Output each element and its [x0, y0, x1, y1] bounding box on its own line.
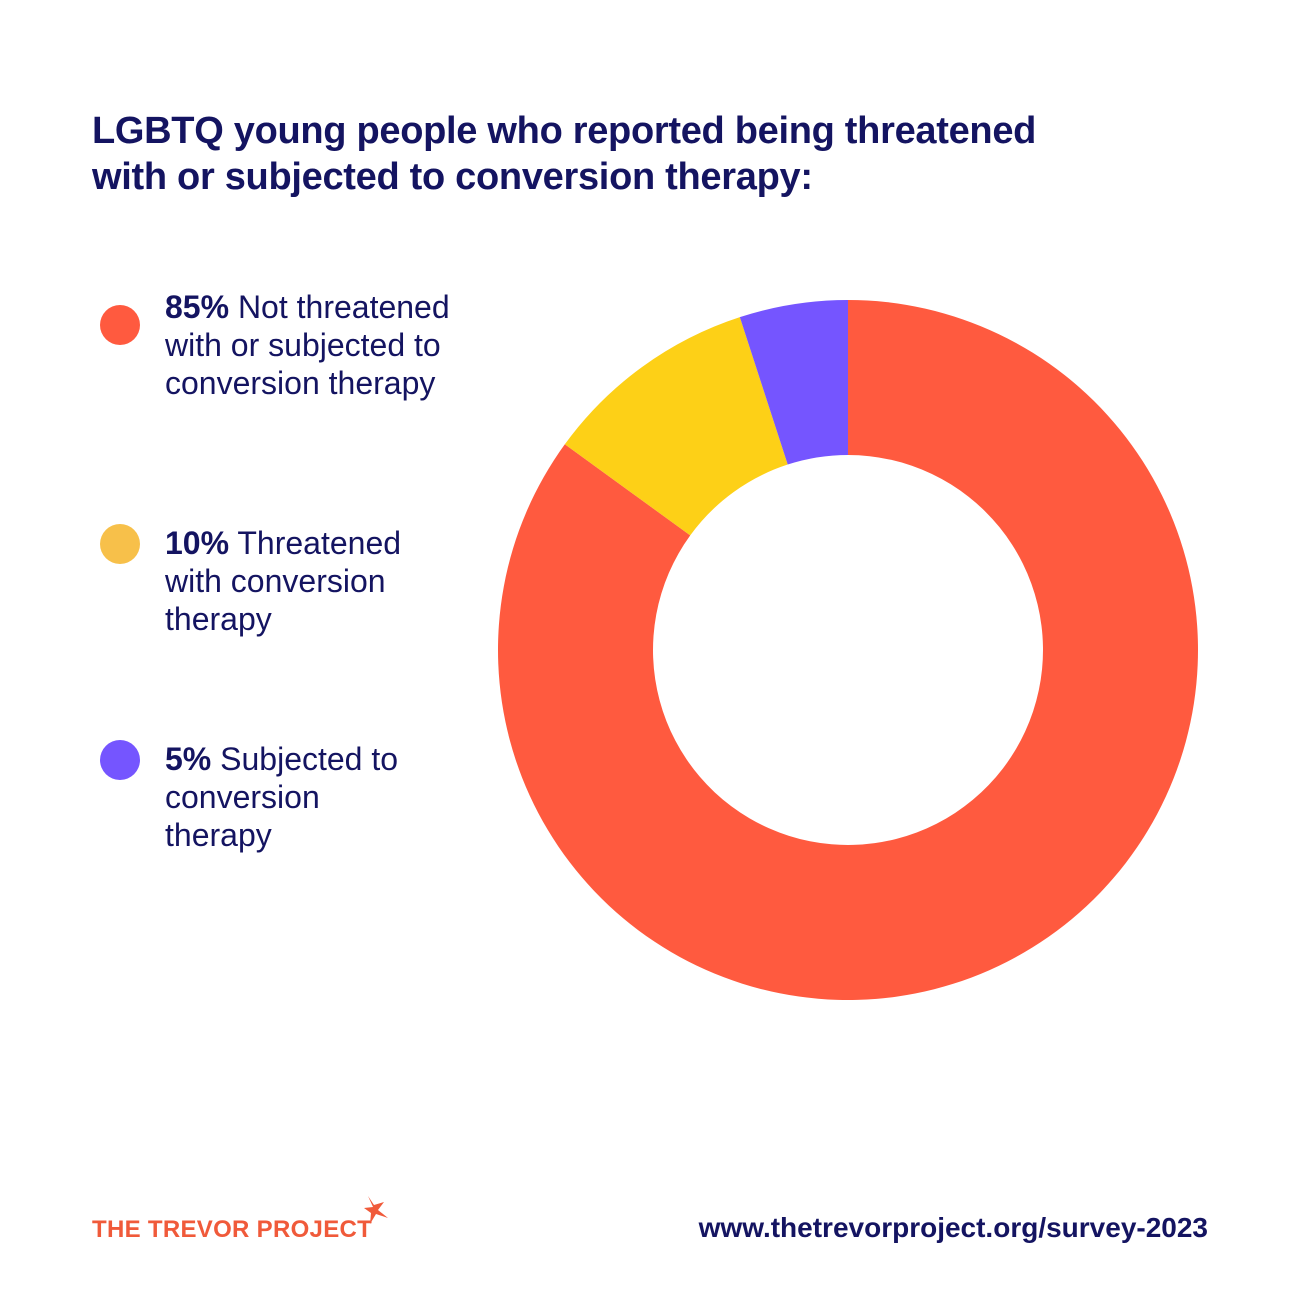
- legend-dot-icon: [100, 305, 140, 345]
- legend-label-line: with conversion: [165, 563, 386, 599]
- legend-percent: 85%: [165, 289, 230, 325]
- chart-title-line-1: LGBTQ young people who reported being th…: [92, 110, 1037, 152]
- chart-title: LGBTQ young people who reported being th…: [92, 108, 1212, 200]
- slice-threatened: [564, 317, 788, 536]
- legend-label: 5% Subjected to conversion therapy: [165, 740, 505, 854]
- legend-label-line: Not threatened: [237, 289, 450, 325]
- slice-subjected: [739, 300, 848, 465]
- slice-not-threatened: [497, 300, 1198, 1000]
- star-icon: [364, 1196, 388, 1224]
- chart-title-line-2: with or subjected to conversion therapy:: [92, 156, 813, 198]
- legend-dot-icon: [100, 524, 140, 564]
- legend-label: 10% Threatened with conversion therapy: [165, 524, 505, 638]
- legend-label-line: conversion therapy: [165, 365, 436, 401]
- legend-percent: 10%: [165, 525, 230, 561]
- legend-label-line: therapy: [165, 601, 272, 637]
- legend-label-line: conversion: [165, 779, 320, 815]
- survey-url: www.thetrevorproject.org/survey-2023: [698, 1212, 1208, 1243]
- legend-label-line: therapy: [165, 817, 272, 853]
- legend-dot-icon: [100, 740, 140, 780]
- legend-label: 85% Not threatened with or subjected to …: [165, 288, 505, 402]
- legend-label-line: Threatened: [237, 525, 402, 561]
- legend-label-line: Subjected to: [220, 741, 399, 777]
- legend-label-line: with or subjected to: [165, 327, 441, 363]
- logo-text: THE TREVOR PROJECT: [92, 1216, 373, 1243]
- legend-percent: 5%: [165, 741, 212, 777]
- donut-chart: [497, 300, 1198, 1000]
